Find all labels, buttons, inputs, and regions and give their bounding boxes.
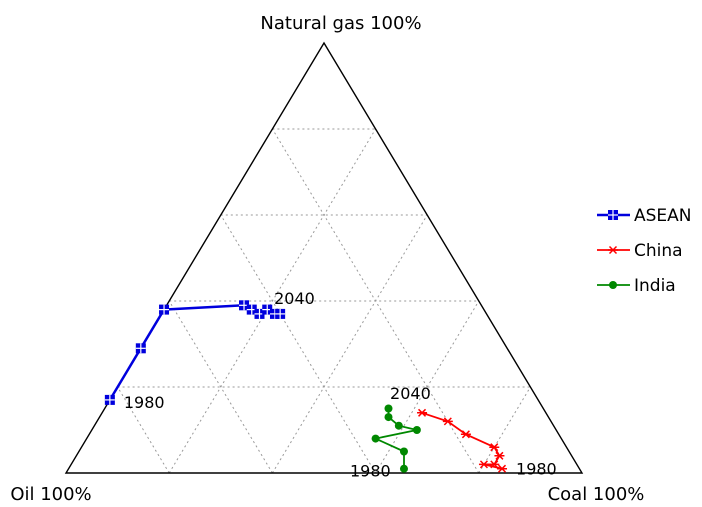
china-point-2 (489, 460, 500, 469)
china-point-3 (494, 451, 505, 460)
china-point-6 (442, 417, 453, 426)
grid (117, 128, 531, 474)
legend-item-asean: ASEAN (597, 206, 692, 226)
legend-item-china: China (597, 241, 683, 261)
india-start-year-label: 1980 (350, 462, 391, 481)
india-point-5 (384, 413, 393, 422)
india-point-2 (371, 434, 380, 443)
legend-label-asean: ASEAN (634, 206, 692, 226)
legend-label-china: China (634, 241, 683, 261)
china-point-5 (460, 430, 471, 439)
legend-marker-india (609, 281, 617, 289)
corner-label-coal: Coal 100% (548, 484, 645, 505)
india-point-6 (384, 404, 393, 413)
india-point-1 (399, 447, 408, 456)
corner-label-natural-gas: Natural gas 100% (260, 13, 421, 34)
china-start-year-label: 1980 (516, 460, 557, 479)
asean-start-year-label: 1980 (124, 393, 165, 412)
grid-line-coal-40 (271, 214, 428, 474)
series-layer: 1980 2040 1980 2040 1980 (104, 289, 557, 481)
china-line (421, 411, 503, 470)
grid-line-oil-60 (168, 300, 273, 474)
grid-line-coal-60 (375, 300, 480, 474)
legend-item-india: India (597, 276, 676, 296)
asean-line (108, 304, 281, 401)
series-china (417, 408, 508, 473)
india-point-4 (394, 421, 403, 430)
india-point-3 (412, 426, 421, 434)
grid-line-oil-40 (220, 214, 377, 474)
china-point-4 (489, 443, 500, 452)
grid-line-coal-80 (478, 386, 531, 474)
grid-line-oil-80 (117, 386, 170, 474)
china-point-1 (478, 460, 489, 469)
corner-label-oil: Oil 100% (10, 484, 91, 505)
legend-marker-china (608, 245, 618, 255)
china-point-7 (417, 408, 428, 417)
series-india (371, 404, 421, 473)
asean-end-year-label: 2040 (274, 289, 315, 308)
legend-label-india: India (634, 276, 676, 296)
legend: ASEAN China India (597, 206, 692, 296)
ternary-triangle-outline (64, 41, 584, 474)
india-point-0 (399, 464, 408, 473)
china-point-0 (497, 464, 508, 473)
series-asean (104, 300, 286, 405)
china-end-year-label: 2040 (390, 384, 431, 403)
